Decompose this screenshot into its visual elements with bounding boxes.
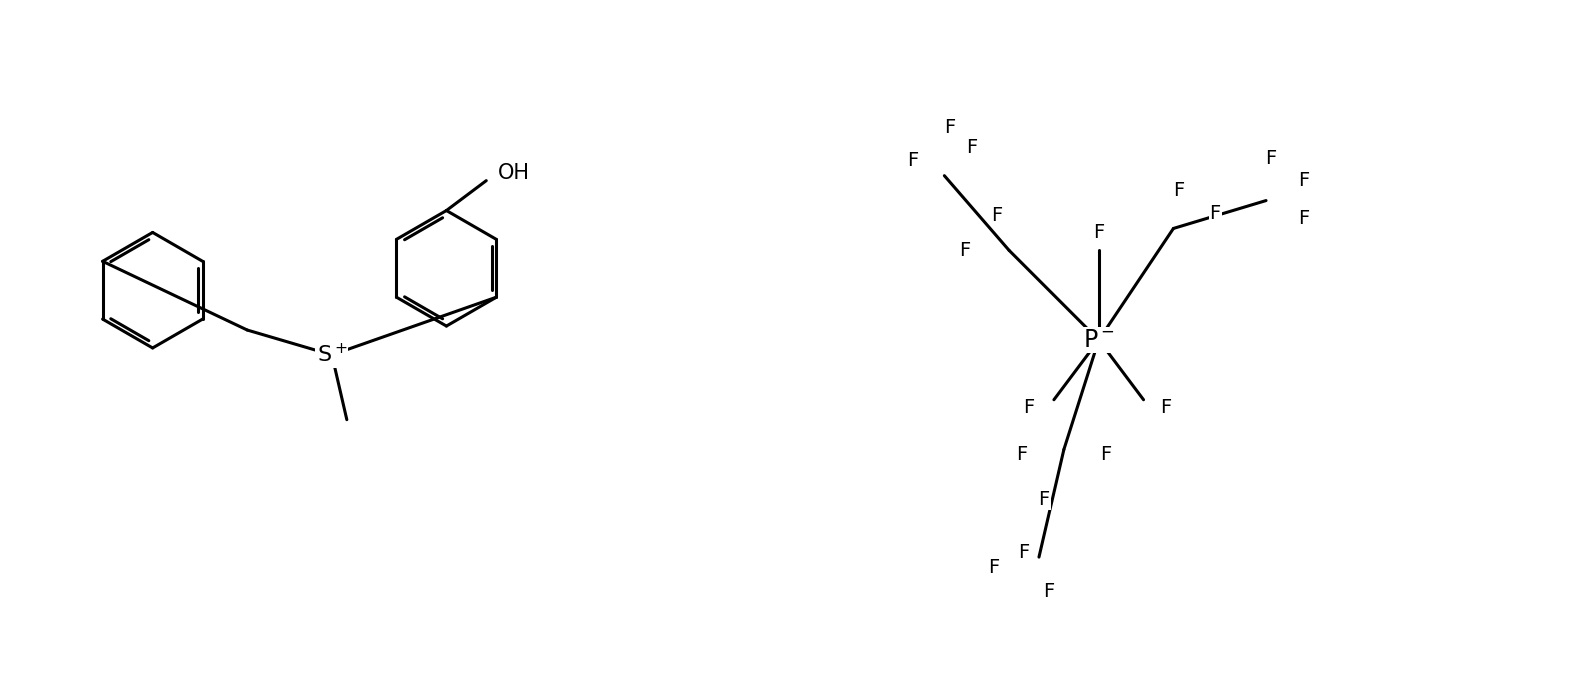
Text: F: F <box>1299 209 1310 228</box>
Text: F: F <box>1100 445 1111 464</box>
Text: F: F <box>1019 543 1030 562</box>
Text: F: F <box>1210 204 1221 223</box>
Text: F: F <box>1024 398 1035 417</box>
Text: S$^+$: S$^+$ <box>316 343 348 366</box>
Text: OH: OH <box>498 163 531 183</box>
Text: F: F <box>1160 398 1171 417</box>
Text: F: F <box>959 241 970 260</box>
Text: F: F <box>967 139 978 158</box>
Text: F: F <box>1299 171 1310 190</box>
Text: F: F <box>1266 149 1277 168</box>
Text: F: F <box>1043 583 1054 602</box>
Text: F: F <box>992 206 1003 225</box>
Text: F: F <box>1016 445 1027 464</box>
Text: P$^-$: P$^-$ <box>1082 328 1114 352</box>
Text: F: F <box>1172 181 1183 200</box>
Text: F: F <box>907 151 918 170</box>
Text: F: F <box>943 118 954 137</box>
Text: F: F <box>989 558 1000 577</box>
Text: F: F <box>1038 490 1049 509</box>
Text: F: F <box>1093 223 1104 242</box>
